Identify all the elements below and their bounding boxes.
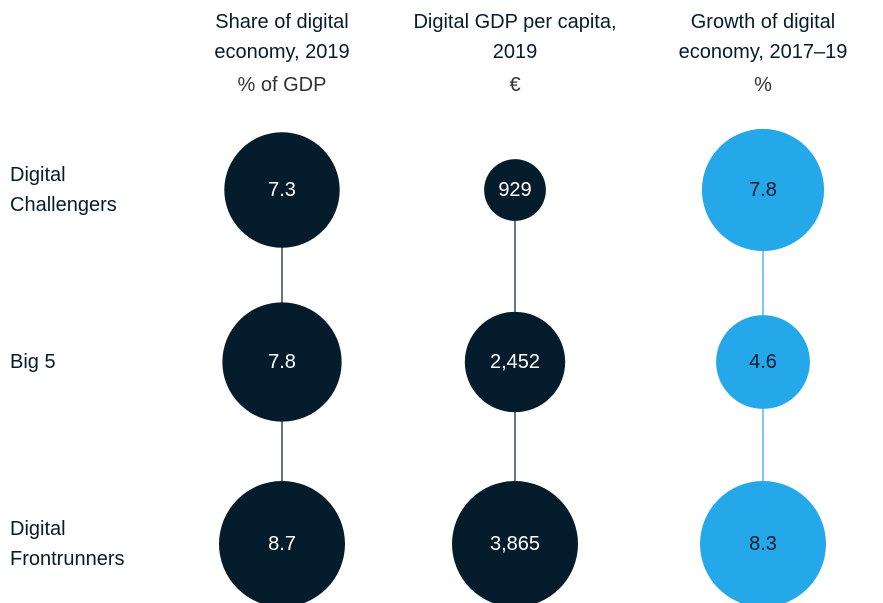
- bubble: [716, 315, 810, 409]
- bubble: [452, 481, 578, 603]
- bubble: [464, 311, 566, 413]
- bubble: [484, 159, 546, 221]
- row-label: Digital Frontrunners: [10, 518, 125, 570]
- column-title: Growth of digital economy, 2017–19: [678, 11, 848, 63]
- value-label: 8.7: [268, 533, 296, 555]
- row-label: Digital Challengers: [10, 164, 117, 216]
- value-label: 4.6: [749, 351, 777, 373]
- bubble: [701, 128, 825, 252]
- bubble: [700, 481, 826, 603]
- value-label: 929: [498, 179, 531, 201]
- bubble: [219, 481, 345, 603]
- bubble: [224, 132, 340, 248]
- column-unit: €: [509, 74, 521, 96]
- value-label: 3,865: [490, 533, 540, 555]
- value-label: 7.8: [268, 351, 296, 373]
- column-unit: %: [754, 74, 772, 96]
- value-label: 7.8: [749, 179, 777, 201]
- value-label: 8.3: [749, 533, 777, 555]
- value-label: 7.3: [268, 179, 296, 201]
- column-title: Share of digital economy, 2019: [214, 11, 350, 63]
- column-unit: % of GDP: [237, 74, 327, 96]
- column-title: Digital GDP per capita, 2019: [413, 11, 617, 63]
- row-label: Big 5: [10, 351, 56, 373]
- bubble: [222, 302, 342, 422]
- value-label: 2,452: [490, 351, 540, 373]
